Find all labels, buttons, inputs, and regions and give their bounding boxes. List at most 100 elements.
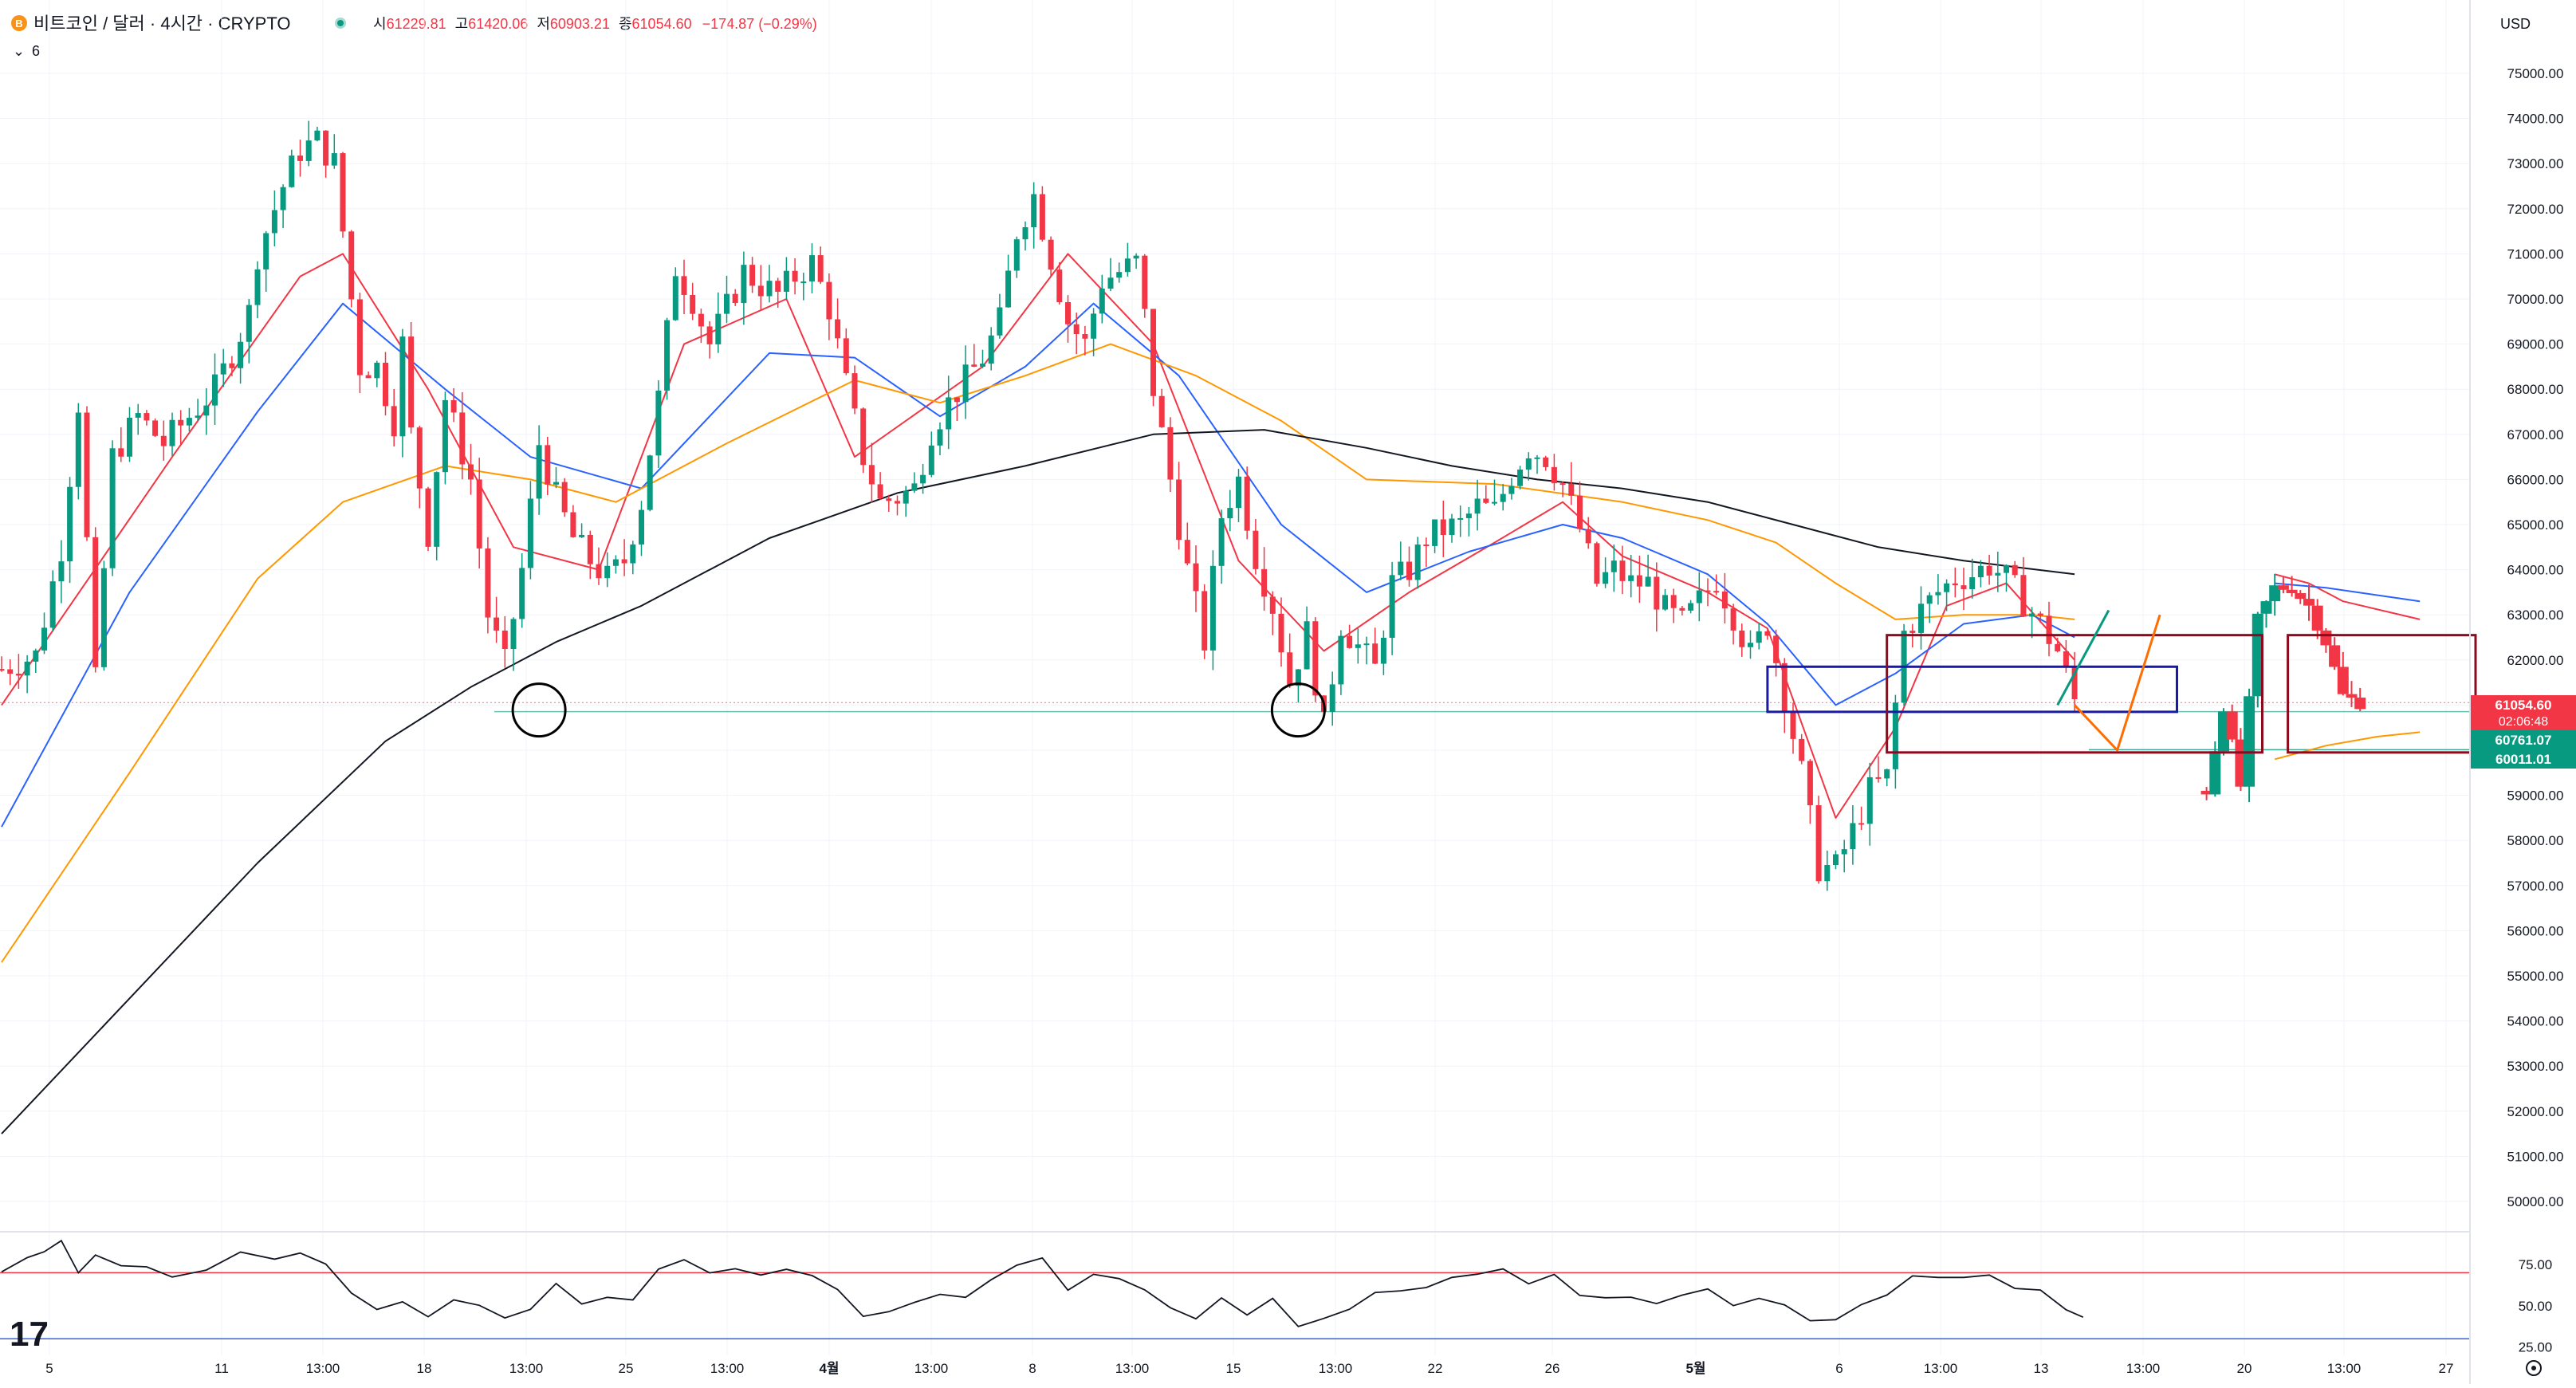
settings-gear-icon[interactable] xyxy=(2526,1360,2542,1376)
candle-body xyxy=(1875,777,1882,779)
candle-body xyxy=(1534,457,1540,459)
candle-body xyxy=(664,320,671,391)
candle-body xyxy=(553,482,559,485)
candle-body xyxy=(340,153,346,232)
candle-body xyxy=(212,374,218,406)
y-tick-label: 75000.00 xyxy=(2507,66,2564,81)
candle-body xyxy=(1432,519,1438,546)
price-label-bg xyxy=(2471,749,2576,769)
candle-body xyxy=(254,269,261,305)
candle-body xyxy=(1688,603,1694,611)
candle-body xyxy=(1372,643,1378,664)
candle-body xyxy=(1091,313,1097,339)
rsi-tick-label: 25.00 xyxy=(2519,1340,2553,1355)
rsi-pane: 75.00 50.00 25.00 xyxy=(0,1231,2553,1355)
candle-body xyxy=(886,498,892,501)
ma-line xyxy=(1,302,2075,828)
y-tick-label: 55000.00 xyxy=(2507,969,2564,984)
candle-body xyxy=(706,326,713,344)
x-tick-label: 6 xyxy=(1835,1361,1843,1376)
x-tick-label: 22 xyxy=(1428,1361,1443,1376)
price-label-bg xyxy=(2471,695,2576,730)
candle-body xyxy=(1295,669,1301,686)
candle-body xyxy=(1713,591,1720,593)
candle-body xyxy=(1261,568,1268,597)
candle-body xyxy=(383,362,388,407)
zone-box xyxy=(2287,634,2477,754)
high-label: 고 xyxy=(455,16,469,32)
candle-body xyxy=(639,509,644,545)
candle-body xyxy=(1807,761,1813,806)
x-tick-label: 13:00 xyxy=(914,1361,949,1376)
candle-body xyxy=(1977,565,1984,578)
rsi-line xyxy=(1,1239,2084,1327)
candle-body xyxy=(1312,621,1319,696)
y-tick-label: 74000.00 xyxy=(2507,112,2564,127)
candle-body xyxy=(476,479,482,549)
candle-body xyxy=(434,472,440,547)
candle-body xyxy=(84,412,90,537)
candle-body xyxy=(1679,607,1685,611)
close-value: 61054.60 xyxy=(632,16,692,32)
moving-averages xyxy=(1,253,2421,1134)
drawings[interactable] xyxy=(511,609,2477,754)
candle-body xyxy=(1833,854,1839,866)
candle-body xyxy=(1287,652,1293,686)
candle-body xyxy=(1636,575,1642,587)
candle-body xyxy=(1824,865,1831,882)
candle-body xyxy=(416,427,423,489)
candle-body xyxy=(1918,604,1924,633)
candle-body xyxy=(1406,561,1412,580)
candle-body xyxy=(817,255,824,282)
candle-body xyxy=(118,448,124,457)
candle-body xyxy=(997,307,1003,336)
candle-body xyxy=(826,281,832,320)
candle-body xyxy=(1039,194,1045,240)
tradingview-logo[interactable]: 17 xyxy=(10,1315,49,1354)
candle-body xyxy=(1107,277,1114,289)
candle-body xyxy=(1670,595,1677,608)
axes: 75000.00 74000.00 73000.00 72000.00 71000.00… xyxy=(45,66,2576,1376)
candle-body xyxy=(374,362,380,379)
candle-body xyxy=(1764,631,1771,636)
candle-body xyxy=(681,276,687,295)
candle-body xyxy=(690,294,696,314)
y-tick-label: 72000.00 xyxy=(2507,202,2564,217)
candle-body xyxy=(2320,630,2332,646)
y-tick-label: 68000.00 xyxy=(2507,382,2564,397)
y-tick-label: 63000.00 xyxy=(2507,607,2564,623)
candle-body xyxy=(2269,585,2281,602)
candle-body xyxy=(1781,663,1787,712)
candle-body xyxy=(1013,239,1020,271)
candle-body xyxy=(2200,790,2212,795)
candle-body xyxy=(246,305,252,342)
x-tick-label: 5월 xyxy=(1685,1361,1705,1376)
x-tick-label: 25 xyxy=(619,1361,634,1376)
candle-body xyxy=(75,412,81,487)
candle-body xyxy=(1073,324,1080,335)
x-tick-label: 4월 xyxy=(819,1361,839,1376)
currency-label[interactable]: USD xyxy=(2500,16,2531,32)
zone-box xyxy=(1766,665,2178,714)
symbol-title[interactable]: 비트코인 / 달러 · 4시간 · CRYPTO xyxy=(33,14,290,33)
candle-body xyxy=(220,363,226,375)
candle-body xyxy=(271,210,277,234)
candle-body xyxy=(1414,545,1421,580)
candle-body xyxy=(442,399,448,473)
candle-body xyxy=(1850,823,1856,850)
collapse-chevron-icon[interactable]: ⌄ xyxy=(13,43,25,59)
y-tick-label: 65000.00 xyxy=(2507,517,2564,533)
x-tick-label: 8 xyxy=(1028,1361,1036,1376)
x-tick-label: 13:00 xyxy=(306,1361,340,1376)
candle-body xyxy=(1449,518,1455,536)
candle-body xyxy=(1525,458,1532,470)
candle-body xyxy=(1892,702,1898,769)
price-label-text: 61054.60 xyxy=(2495,698,2552,713)
circle-marker xyxy=(1270,682,1326,738)
candle-body xyxy=(297,155,303,161)
candle-body xyxy=(2055,643,2061,651)
candle-body xyxy=(1815,805,1822,882)
indicator-count[interactable]: 6 xyxy=(32,43,40,59)
